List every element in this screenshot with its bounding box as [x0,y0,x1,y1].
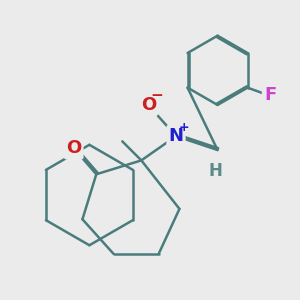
Text: F: F [264,85,276,103]
Text: O: O [66,139,81,157]
Text: −: − [151,88,163,103]
Text: +: + [178,121,189,134]
Text: H: H [209,162,223,180]
Text: O: O [141,96,156,114]
Text: N: N [169,127,184,145]
